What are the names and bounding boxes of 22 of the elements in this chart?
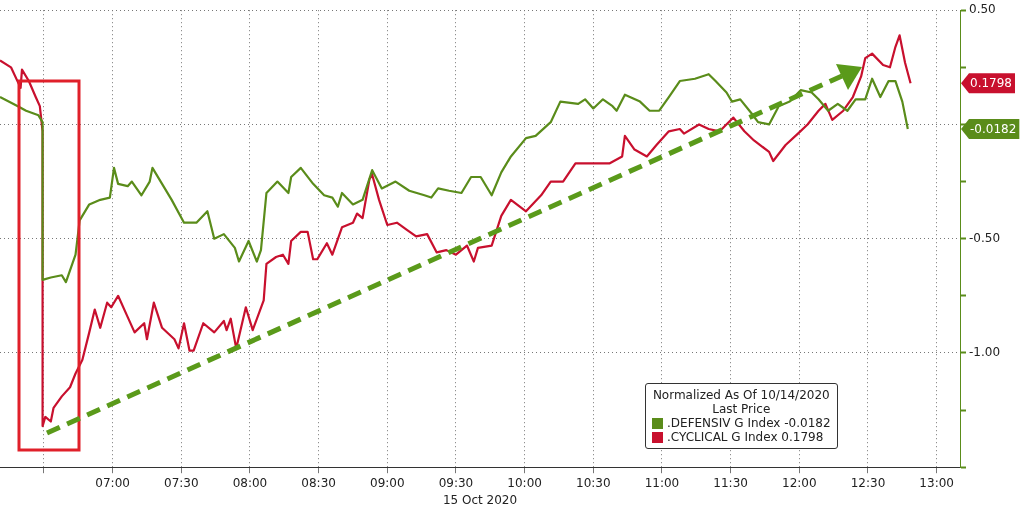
x-tick-label: 09:00 xyxy=(370,475,405,490)
y-tick-label: -0.50 xyxy=(969,230,1001,245)
x-tick-label: 11:30 xyxy=(713,475,748,490)
x-tick-label: 08:00 xyxy=(232,475,268,490)
x-tick-label: 12:30 xyxy=(850,475,886,490)
x-tick-label: 07:30 xyxy=(163,475,199,490)
x-tick-label: 12:00 xyxy=(782,475,817,490)
x-tick-label: 10:00 xyxy=(507,475,542,490)
y-tick-label: 0.50 xyxy=(969,2,996,17)
y-tick-label: -1.00 xyxy=(969,345,1001,360)
x-tick-label: 07:00 xyxy=(95,475,130,490)
x-tick-label: 09:30 xyxy=(438,475,474,490)
x-tick-label: 11:00 xyxy=(644,475,680,490)
legend-label: .CYCLICAL G Index 0.1798 xyxy=(667,430,824,444)
x-tick-label: 13:00 xyxy=(919,475,954,490)
x-tick-label: 10:30 xyxy=(576,475,611,490)
x-tick-label: 08:30 xyxy=(301,475,336,490)
text: 0.1798 xyxy=(970,76,1012,91)
legend-label: .DEFENSIV G Index -0.0182 xyxy=(667,416,831,430)
legend-title: Normalized As Of 10/14/2020 Last Price xyxy=(652,388,831,416)
text: -0.0182 xyxy=(970,122,1017,137)
x-axis-title: 15 Oct 2020 xyxy=(442,492,518,507)
